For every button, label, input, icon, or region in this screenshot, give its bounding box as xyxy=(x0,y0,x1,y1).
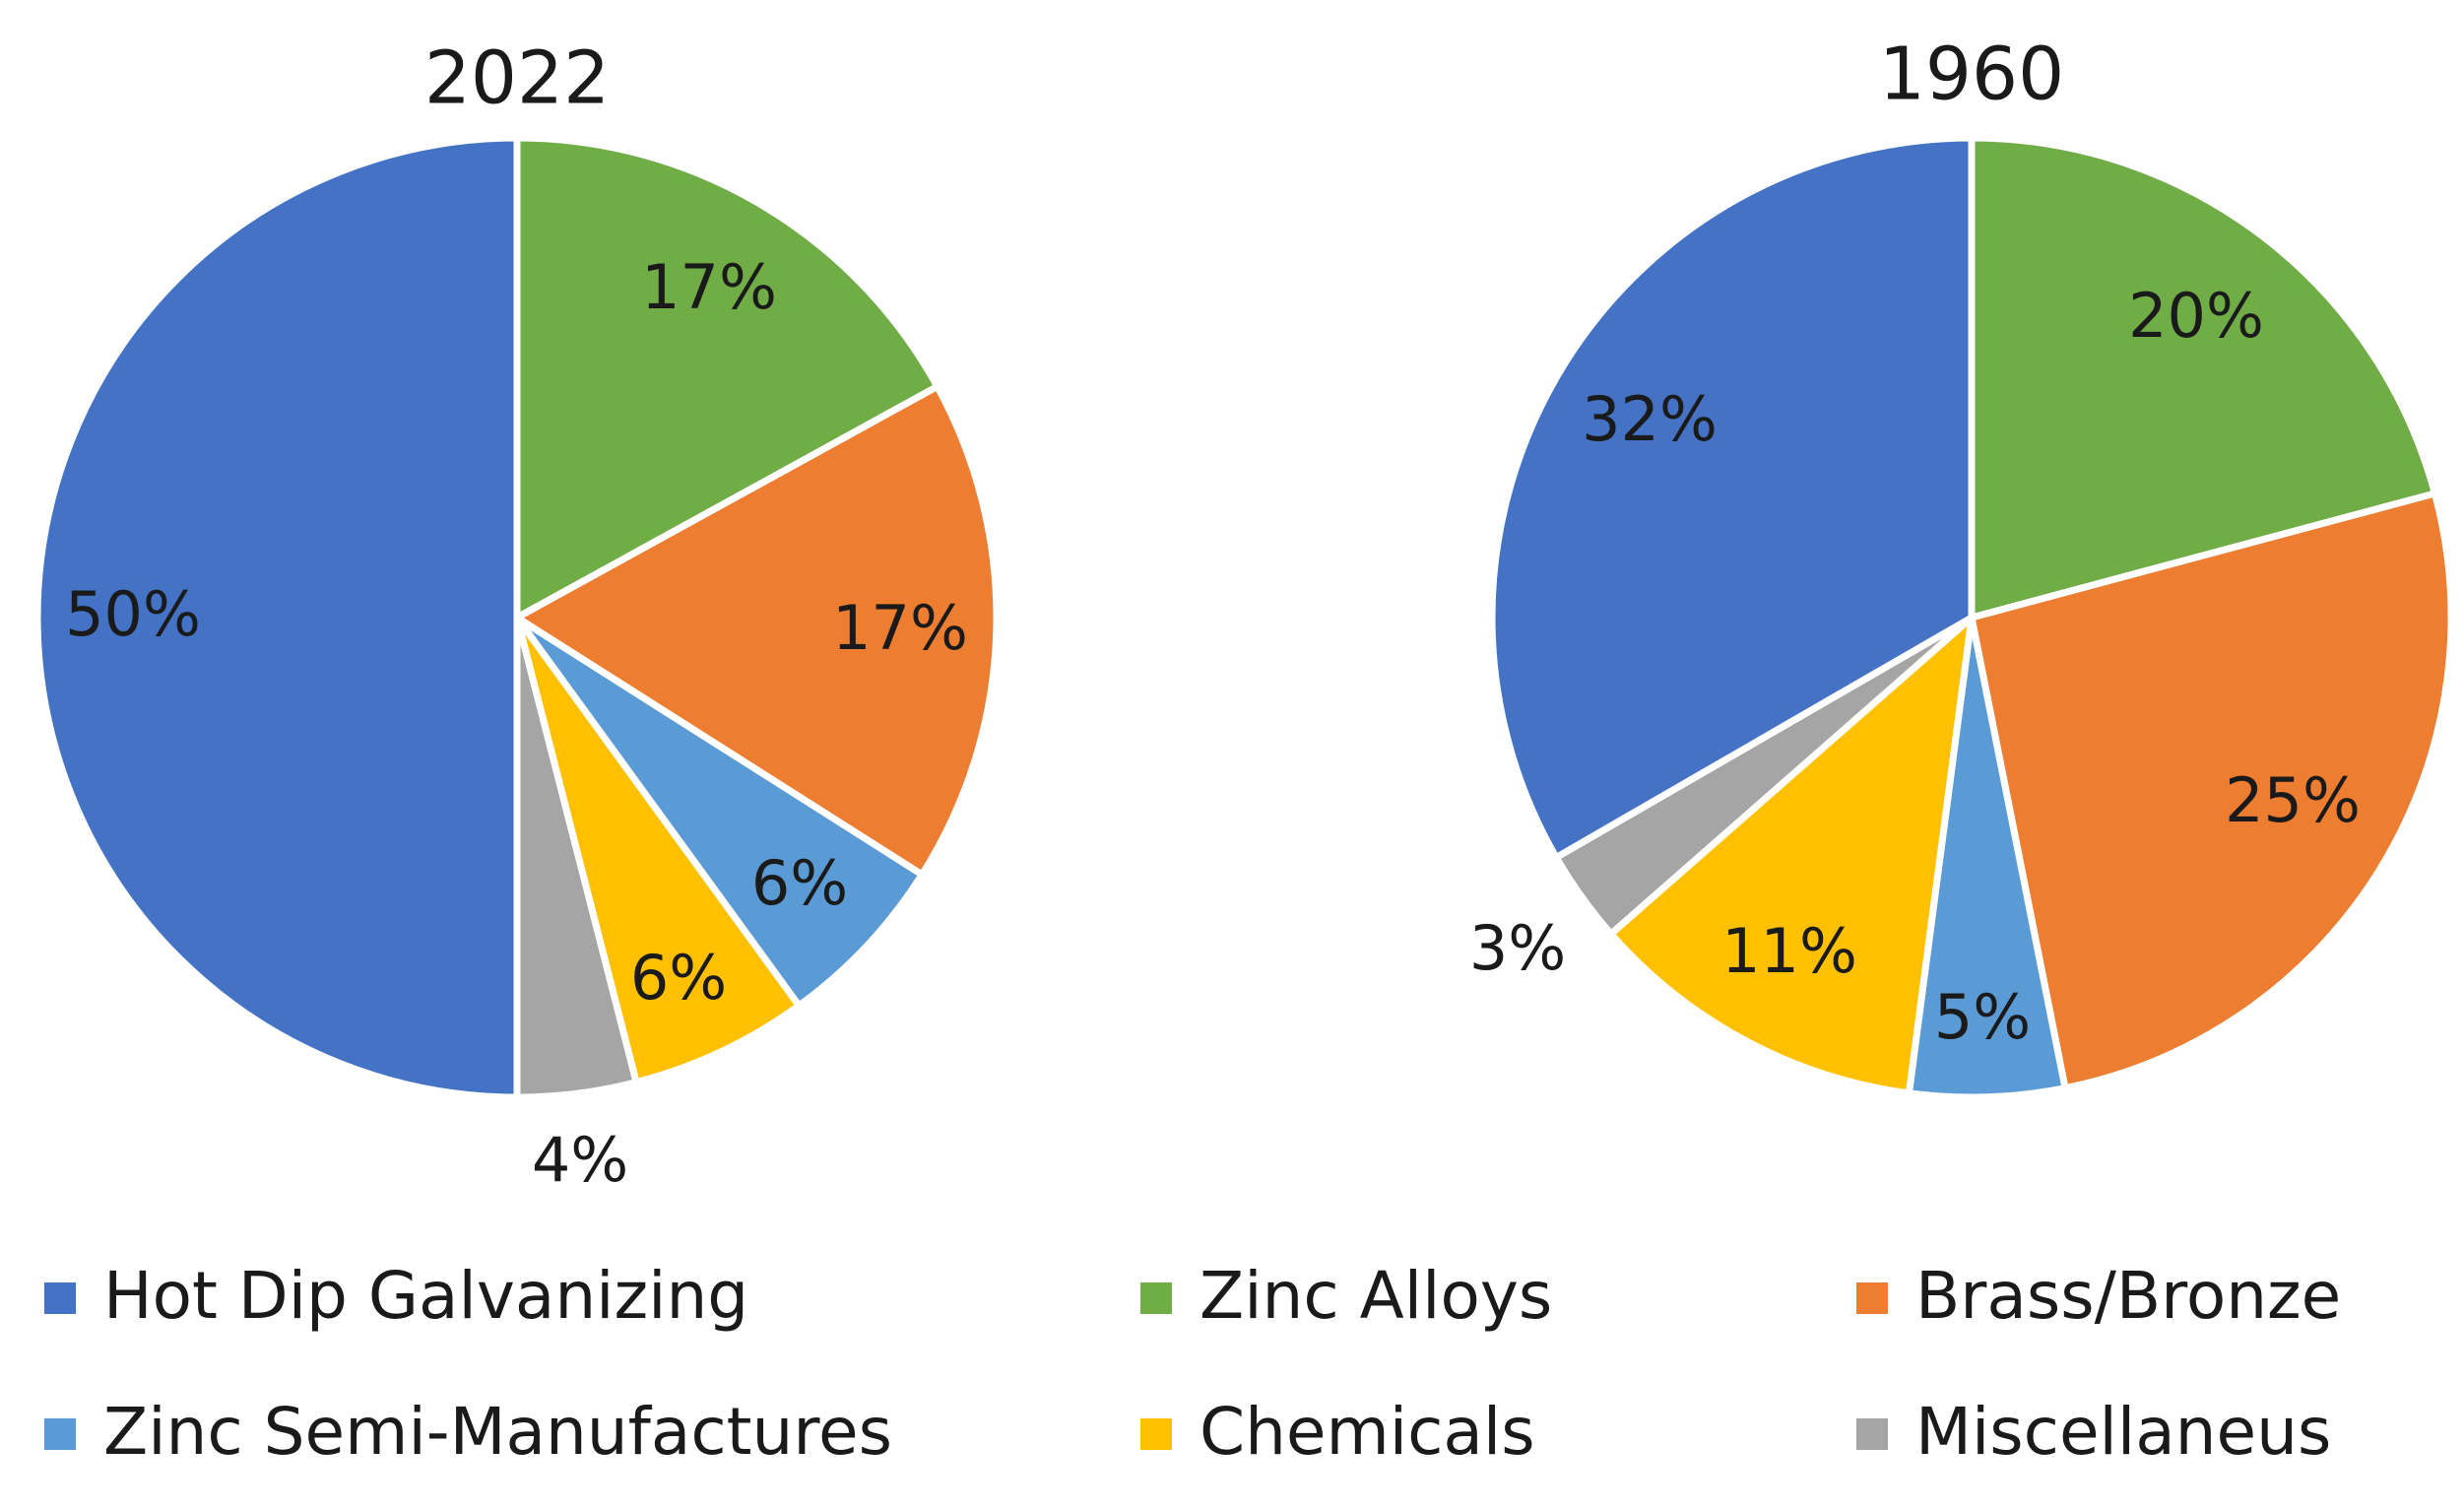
legend-label: Chemicals xyxy=(1200,1394,1535,1470)
pie-chart-2022: 2022 17% 17% 6% 6% 4% 50% xyxy=(33,36,1001,1196)
pie-slice-brass-bronze xyxy=(513,382,1001,879)
slice-label-chemicals: 11% xyxy=(1721,915,1857,987)
legend-label: Miscellaneus xyxy=(1915,1394,2331,1470)
legend-item-hot-dip-galvanizing: Hot Dip Galvanizing xyxy=(44,1258,748,1334)
legend-label: Brass/Bronze xyxy=(1915,1258,2341,1334)
legend-item-zinc-semi-manufactures: Zinc Semi-Manufactures xyxy=(44,1394,892,1470)
slice-label-miscellaneus: 3% xyxy=(1469,912,1566,984)
slice-label-zinc-semi-manufactures: 6% xyxy=(751,847,848,919)
legend-swatch xyxy=(1856,1418,1888,1450)
chart-title: 2022 xyxy=(424,36,610,121)
pie-layer: 2022 17% 17% 6% 6% 4% 50% 1960 20% 25% 5% 11% 3% 32% xyxy=(33,33,2455,1196)
legend-label: Zinc Semi-Manufactures xyxy=(103,1394,892,1470)
legend: Hot Dip Galvanizing Zinc Alloys Brass/Bron… xyxy=(44,1258,2341,1470)
legend-swatch xyxy=(1140,1418,1172,1450)
legend-swatch xyxy=(1140,1282,1172,1314)
legend-item-brass-bronze: Brass/Bronze xyxy=(1856,1258,2341,1334)
slice-label-miscellaneus: 4% xyxy=(532,1124,628,1196)
slice-label-hot-dip-galvanizing: 32% xyxy=(1582,383,1718,455)
slice-label-zinc-alloys: 17% xyxy=(641,251,777,323)
chart-title: 1960 xyxy=(1879,33,2064,117)
legend-item-chemicals: Chemicals xyxy=(1140,1394,1535,1470)
slice-label-chemicals: 6% xyxy=(630,942,727,1014)
legend-swatch xyxy=(1856,1282,1888,1314)
slice-label-hot-dip-galvanizing: 50% xyxy=(65,578,201,650)
pie-chart-1960: 1960 20% 25% 5% 11% 3% 32% xyxy=(1469,33,2455,1101)
pie-slice-chemicals xyxy=(1607,614,1976,1097)
pie-slice-brass-bronze xyxy=(1968,490,2455,1092)
legend-label: Zinc Alloys xyxy=(1200,1258,1552,1334)
legend-item-miscellaneus: Miscellaneus xyxy=(1856,1394,2331,1470)
legend-item-zinc-alloys: Zinc Alloys xyxy=(1140,1258,1552,1334)
legend-label: Hot Dip Galvanizing xyxy=(103,1258,748,1334)
slice-label-brass-bronze: 17% xyxy=(832,592,968,664)
pie-slice-hot-dip-galvanizing xyxy=(1488,134,1976,861)
pie-slice-zinc-alloys xyxy=(1968,134,2438,622)
pie-slice-zinc-alloys xyxy=(513,134,941,622)
legend-swatch xyxy=(44,1282,76,1314)
slice-label-zinc-semi-manufactures: 5% xyxy=(1934,981,2031,1053)
pie-slice-hot-dip-galvanizing xyxy=(33,134,521,1101)
legend-swatch xyxy=(44,1418,76,1450)
slice-label-zinc-alloys: 20% xyxy=(2128,280,2264,352)
pie-slice-chemicals xyxy=(513,614,803,1086)
slice-label-brass-bronze: 25% xyxy=(2225,764,2361,836)
pie-slice-zinc-semi-manufactures xyxy=(513,614,926,1010)
